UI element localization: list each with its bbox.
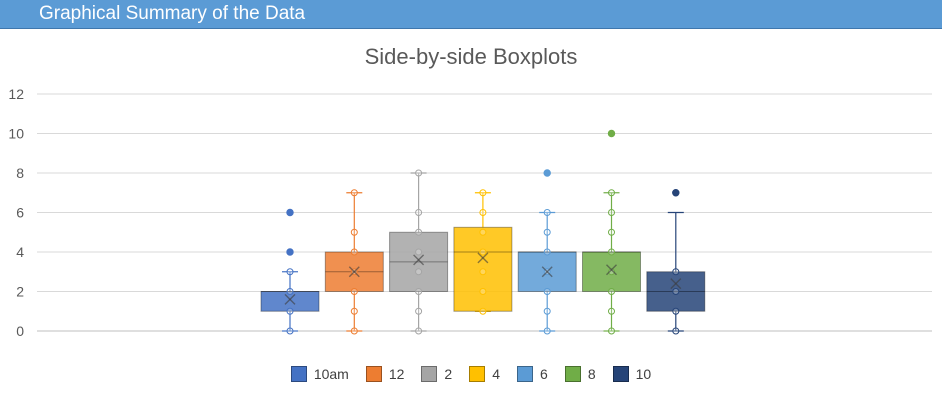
legend-item: 12 [365, 366, 405, 382]
outlier-point [543, 169, 551, 177]
y-tick-label: 10 [8, 126, 24, 142]
legend-swatch [290, 366, 307, 382]
data-point [543, 327, 551, 335]
data-point [543, 209, 551, 216]
box-10am [260, 291, 320, 312]
data-point [350, 228, 358, 236]
outlier-point [672, 189, 680, 197]
legend-label: 8 [587, 366, 596, 382]
data-point [415, 169, 423, 177]
data-point [608, 209, 615, 216]
data-point [672, 327, 680, 335]
legend-item: 10 [612, 366, 652, 382]
header-bar: Graphical Summary of the Data [0, 0, 942, 29]
box-10 [646, 271, 706, 312]
legend-item: 2 [421, 366, 452, 382]
legend-label: 2 [444, 366, 453, 382]
y-tick-label: 12 [8, 86, 24, 102]
box-4 [453, 226, 513, 312]
legend-item: 10am [290, 366, 349, 382]
data-point [350, 327, 358, 335]
chart-legend: 10am 12 2 4 6 8 10 [0, 366, 942, 382]
y-tick-label: 0 [16, 323, 24, 339]
data-point [479, 209, 487, 216]
legend-swatch [469, 366, 486, 382]
y-tick-label: 2 [16, 284, 24, 300]
mean-marker [670, 278, 682, 290]
header-title: Graphical Summary of the Data [39, 3, 306, 24]
data-point [479, 288, 487, 295]
data-point [672, 288, 680, 295]
data-point [608, 189, 615, 197]
box-2 [389, 231, 449, 292]
legend-item: 8 [564, 366, 596, 382]
data-point [543, 288, 551, 295]
data-point [479, 268, 487, 276]
data-point [286, 327, 294, 335]
data-point [415, 288, 423, 295]
data-point [608, 327, 615, 335]
y-tick-label: 8 [16, 165, 24, 181]
data-point [350, 189, 358, 197]
data-point [286, 307, 294, 315]
legend-swatch [365, 366, 382, 382]
outlier-point [286, 248, 294, 256]
data-point [415, 307, 423, 315]
mean-marker [477, 252, 489, 264]
data-point [286, 268, 294, 276]
data-point [608, 268, 615, 276]
data-point [543, 248, 551, 256]
data-point [608, 228, 615, 236]
data-point [415, 209, 423, 216]
data-point [350, 288, 358, 295]
data-point [479, 248, 487, 256]
legend-label: 10am [313, 366, 349, 382]
chart-title: Side-by-side Boxplots [364, 44, 578, 69]
outlier-point [286, 208, 294, 217]
legend-label: 6 [540, 366, 548, 382]
data-point [672, 268, 680, 276]
legend-label: 12 [388, 366, 405, 382]
legend-swatch [421, 366, 438, 382]
data-point [543, 307, 551, 315]
data-point [608, 288, 615, 295]
data-point [479, 189, 487, 197]
legend-label: 10 [635, 366, 652, 382]
legend-swatch [517, 366, 534, 382]
legend-swatch [564, 366, 581, 382]
data-point [479, 228, 487, 236]
mean-marker [413, 254, 425, 266]
mean-marker [284, 293, 296, 305]
data-point [415, 268, 423, 276]
y-tick-label: 6 [16, 205, 24, 221]
data-point [608, 307, 615, 315]
data-point [415, 248, 423, 256]
data-point [608, 248, 615, 256]
legend-swatch [612, 366, 629, 382]
data-point [415, 327, 423, 335]
data-point [479, 307, 487, 315]
y-tick-label: 4 [16, 244, 24, 260]
data-point [286, 288, 294, 295]
data-point [415, 228, 423, 236]
legend-label: 4 [492, 366, 501, 382]
data-point [350, 248, 358, 256]
mean-marker [348, 266, 360, 278]
data-point [543, 228, 551, 236]
mean-marker [541, 266, 553, 278]
data-point [350, 307, 358, 315]
data-point [672, 307, 680, 315]
mean-marker [606, 264, 617, 276]
legend-item: 6 [517, 366, 548, 382]
legend-item: 4 [469, 366, 500, 382]
box-8 [582, 251, 641, 292]
outlier-point [607, 129, 616, 138]
